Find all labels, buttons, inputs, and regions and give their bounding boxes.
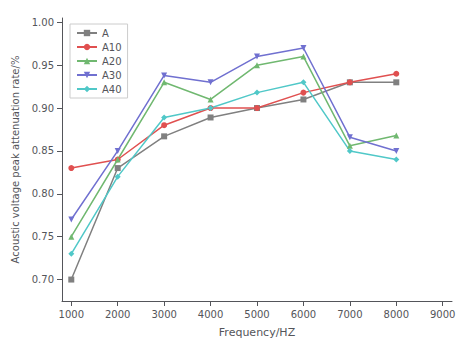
svg-text:A20: A20 xyxy=(102,56,122,67)
svg-text:A10: A10 xyxy=(102,42,122,53)
svg-text:0.70: 0.70 xyxy=(32,274,54,285)
svg-text:Frequency/HZ: Frequency/HZ xyxy=(219,326,296,339)
svg-text:9000: 9000 xyxy=(430,309,455,320)
svg-text:4000: 4000 xyxy=(198,309,223,320)
svg-text:0.75: 0.75 xyxy=(32,231,54,242)
svg-text:2000: 2000 xyxy=(105,309,130,320)
svg-text:3000: 3000 xyxy=(151,309,176,320)
svg-text:5000: 5000 xyxy=(244,309,269,320)
svg-text:0.95: 0.95 xyxy=(32,60,54,71)
svg-text:8000: 8000 xyxy=(384,309,409,320)
svg-text:0.80: 0.80 xyxy=(32,188,54,199)
svg-text:0.85: 0.85 xyxy=(32,145,54,156)
svg-text:A30: A30 xyxy=(102,70,122,81)
svg-text:1.00: 1.00 xyxy=(32,17,54,28)
svg-text:0.90: 0.90 xyxy=(32,103,54,114)
svg-text:7000: 7000 xyxy=(337,309,362,320)
svg-text:Acoustic voltage peak attenuat: Acoustic voltage peak attenuation rate/% xyxy=(10,56,21,264)
svg-text:1000: 1000 xyxy=(59,309,84,320)
svg-text:A40: A40 xyxy=(102,84,122,95)
svg-text:6000: 6000 xyxy=(291,309,316,320)
svg-text:A: A xyxy=(102,28,109,39)
